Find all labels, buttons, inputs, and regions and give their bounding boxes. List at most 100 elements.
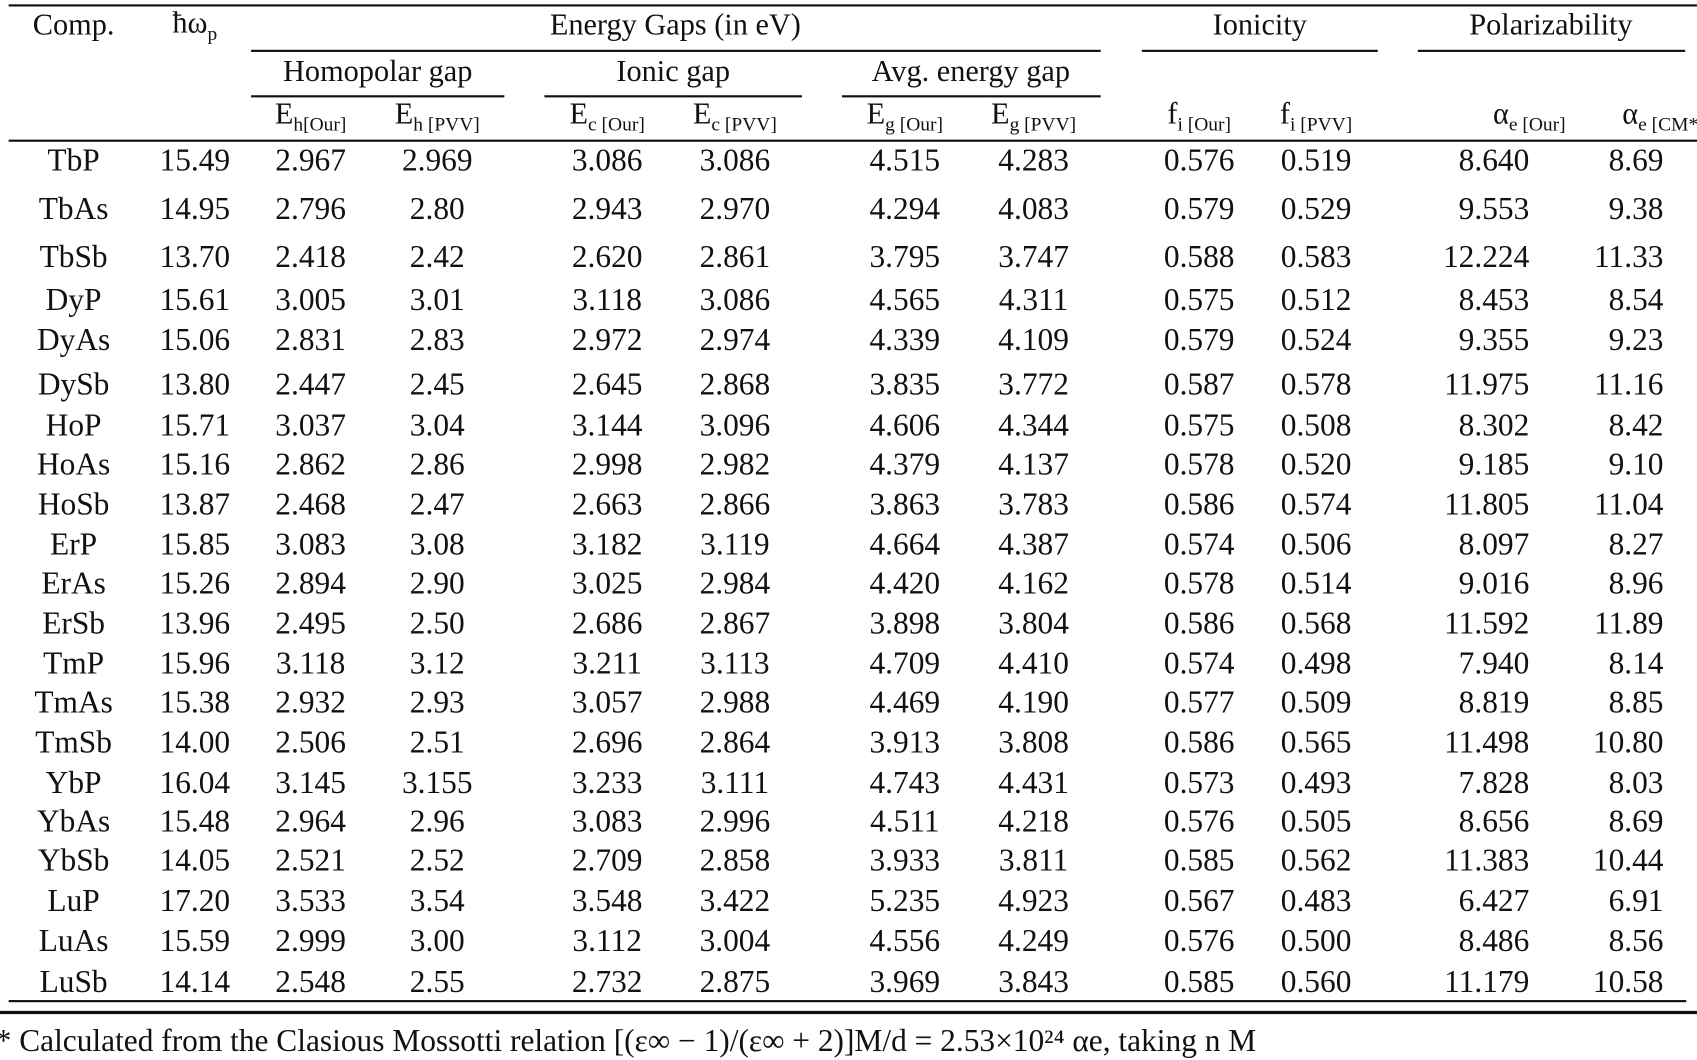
header-energy-gaps: Energy Gaps (in eV) [549, 8, 801, 43]
value-cell: 2.447 [275, 367, 346, 403]
value-cell: 2.732 [571, 964, 643, 1000]
value-cell: 13.96 [159, 606, 231, 642]
value-cell: 9.016 [1458, 566, 1530, 602]
value-cell: 9.185 [1458, 447, 1530, 483]
value-cell: 11.975 [1444, 367, 1530, 403]
value-cell: 8.656 [1458, 804, 1530, 840]
value-cell: 0.565 [1280, 725, 1352, 761]
value-cell: 0.578 [1163, 447, 1235, 483]
value-cell: 9.355 [1458, 323, 1530, 358]
value-cell: 3.086 [699, 143, 771, 179]
value-cell: 0.574 [1163, 646, 1235, 682]
value-cell: 2.969 [401, 143, 473, 179]
value-cell: 0.505 [1280, 804, 1352, 840]
value-cell: 3.12 [409, 646, 465, 682]
value-cell: 3.025 [571, 566, 643, 602]
column-header: Eg [Our] [867, 99, 943, 134]
value-cell: 14.95 [159, 192, 231, 227]
value-cell: 10.58 [1592, 964, 1664, 1000]
compound-cell: DyP [45, 283, 102, 318]
value-cell: 3.111 [700, 765, 770, 801]
header-ionicity: Ionicity [1212, 8, 1307, 43]
value-cell: 11.04 [1594, 487, 1664, 523]
value-cell: 3.083 [275, 527, 346, 563]
value-cell: 4.311 [998, 283, 1069, 318]
value-cell: 9.553 [1458, 192, 1530, 227]
value-cell: 2.894 [275, 566, 346, 602]
column-header-sub: e [CM*] [1638, 113, 1697, 136]
value-cell: 4.109 [998, 323, 1069, 358]
top-rule [8, 4, 1697, 7]
value-cell: 4.344 [998, 408, 1069, 444]
value-cell: 0.579 [1163, 192, 1235, 227]
value-cell: 3.086 [699, 283, 771, 318]
value-cell: 4.511 [870, 804, 940, 840]
column-header: fi [Our] [1167, 99, 1231, 134]
header-plasmon-sub: p [207, 22, 218, 45]
value-cell: 2.50 [409, 606, 465, 642]
value-cell: 15.59 [159, 923, 231, 959]
footnote: * Calculated from the Clasious Mossotti … [0, 1023, 1257, 1059]
value-cell: 2.548 [275, 964, 346, 1000]
value-cell: 0.529 [1280, 192, 1352, 227]
value-cell: 3.04 [409, 408, 465, 444]
column-header: Ec [Our] [570, 99, 645, 136]
value-cell: 3.863 [869, 487, 941, 523]
energy-gaps-rule [251, 49, 1101, 52]
value-cell: 2.83 [409, 323, 465, 358]
value-cell: 4.387 [998, 527, 1069, 563]
value-cell: 4.743 [869, 765, 941, 801]
value-cell: 2.866 [699, 487, 771, 523]
value-cell: 2.974 [699, 323, 771, 358]
column-header: fi [PVV] [1279, 97, 1352, 134]
column-header-sub: c [Our] [588, 113, 645, 136]
value-cell: 13.80 [159, 367, 231, 403]
value-cell: 4.565 [869, 283, 941, 318]
compound-cell: TmSb [35, 725, 112, 761]
compound-cell: TmP [43, 646, 105, 682]
value-cell: 2.90 [409, 566, 465, 602]
value-cell: 12.224 [1442, 239, 1530, 275]
header-homopolar-gap: Homopolar gap [283, 55, 473, 89]
value-cell: 2.964 [275, 804, 346, 840]
column-header-main: f [1279, 97, 1291, 132]
value-cell: 3.913 [869, 725, 941, 761]
value-cell: 8.819 [1458, 685, 1530, 721]
value-cell: 8.03 [1608, 765, 1664, 801]
value-cell: 0.500 [1280, 923, 1352, 959]
value-cell: 2.696 [571, 725, 643, 761]
value-cell: 3.096 [699, 408, 771, 444]
value-cell: 9.38 [1608, 192, 1664, 227]
value-cell: 13.87 [159, 487, 231, 523]
value-cell: 2.663 [571, 487, 643, 523]
value-cell: 4.515 [869, 143, 941, 179]
value-cell: 2.55 [409, 964, 465, 1000]
value-cell: 3.182 [571, 527, 643, 563]
value-cell: 3.144 [571, 408, 643, 444]
value-cell: 15.61 [159, 283, 231, 318]
value-cell: 4.137 [998, 447, 1069, 483]
value-cell: 2.796 [275, 192, 346, 227]
compound-cell: TbAs [38, 192, 109, 227]
value-cell: 0.576 [1163, 804, 1235, 840]
avg-gap-rule [842, 95, 1101, 98]
value-cell: 8.69 [1608, 804, 1664, 840]
value-cell: 8.27 [1608, 527, 1664, 563]
compound-cell: TmAs [34, 685, 113, 721]
value-cell: 0.520 [1280, 447, 1352, 483]
value-cell: 4.709 [869, 646, 941, 682]
value-cell: 2.93 [409, 685, 465, 721]
value-cell: 0.567 [1163, 883, 1235, 919]
value-cell: 2.970 [699, 192, 771, 227]
value-cell: 6.91 [1608, 883, 1664, 919]
value-cell: 3.00 [409, 923, 465, 959]
value-cell: 6.427 [1458, 883, 1530, 919]
value-cell: 3.113 [700, 646, 770, 682]
value-cell: 2.862 [275, 447, 346, 483]
value-cell: 4.606 [869, 408, 941, 444]
value-cell: 4.249 [998, 923, 1069, 959]
value-cell: 10.44 [1592, 843, 1664, 879]
column-header: αe [CM*] [1622, 99, 1697, 136]
value-cell: 2.45 [409, 367, 465, 403]
value-cell: 2.52 [409, 843, 465, 879]
